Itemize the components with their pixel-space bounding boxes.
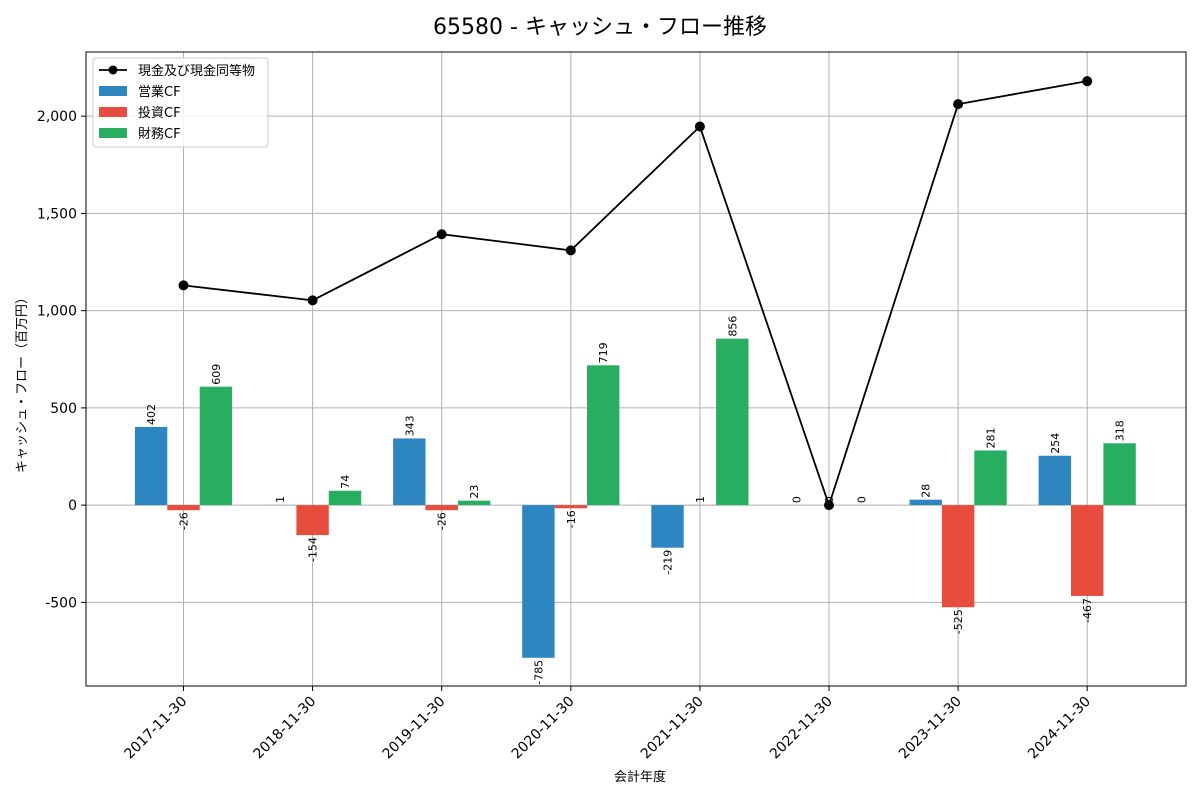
bar-value-label: -16 <box>565 510 578 528</box>
bars <box>134 338 1136 658</box>
cash-line-point <box>307 295 318 306</box>
bar-value-label: -26 <box>436 512 449 530</box>
y-axis-label: キャッシュ・フロー（百万円） <box>15 291 30 473</box>
x-tick-label: 2024-11-30 <box>1025 694 1094 763</box>
bar <box>425 505 458 511</box>
legend-marker-swatch <box>108 65 118 75</box>
x-tick-label: 2019-11-30 <box>380 694 449 763</box>
bar <box>393 438 426 506</box>
bar-value-label: -785 <box>532 660 545 685</box>
legend-swatch <box>99 107 127 117</box>
x-tick-label: 2018-11-30 <box>251 694 320 763</box>
bar <box>328 490 362 506</box>
bar <box>651 505 684 548</box>
bar-value-label: 343 <box>403 415 416 436</box>
y-tick-label: 1,000 <box>37 304 77 320</box>
bar-value-label: -26 <box>178 512 191 530</box>
y-tick-label: 500 <box>50 401 77 417</box>
bar-value-label: 254 <box>1049 433 1062 454</box>
bar-value-label: 719 <box>597 342 610 363</box>
bar <box>522 505 555 658</box>
bar-value-label: 0 <box>823 496 836 503</box>
cash-line-point <box>824 500 834 511</box>
bar <box>167 505 200 511</box>
bar-value-label: -467 <box>1081 598 1094 623</box>
bar <box>1038 455 1071 506</box>
bar-value-label: 402 <box>145 404 158 425</box>
cash-line-point <box>953 99 964 110</box>
bar <box>554 505 587 509</box>
x-tick-label: 2021-11-30 <box>638 694 707 763</box>
bar-value-label: 281 <box>985 427 998 448</box>
bar-value-label: 1 <box>274 496 287 503</box>
bar-value-label: 856 <box>726 316 739 337</box>
legend-label: 投資CF <box>138 105 181 121</box>
cash-line-point <box>436 229 447 240</box>
cash-line-point <box>1082 76 1093 87</box>
bar <box>199 386 233 506</box>
legend-label: 現金及び現金同等物 <box>138 63 255 79</box>
axes: -500 0 500 1,000 1,500 2,000 2017-11-30 2018-11… <box>37 109 1094 762</box>
y-tick-label: 2,000 <box>37 109 77 125</box>
bar-value-label: 318 <box>1114 420 1127 441</box>
x-tick-label: 2017-11-30 <box>121 694 190 763</box>
bar-value-label: -219 <box>662 550 675 575</box>
bar-value-label: 74 <box>339 475 352 489</box>
bar-value-label: -154 <box>307 537 320 562</box>
legend-label: 財務CF <box>138 127 181 142</box>
bar <box>941 505 975 608</box>
cash-line-path <box>183 80 1088 508</box>
legend-label: 営業CF <box>138 84 181 100</box>
bar-value-label: 0 <box>855 496 868 503</box>
bar-value-label: 28 <box>920 484 933 498</box>
y-tick-label: -500 <box>45 595 77 611</box>
cash-line-point <box>694 121 705 132</box>
cash-line <box>178 76 1093 511</box>
legend-swatch <box>99 128 127 138</box>
chart-title: 65580 - キャッシュ・フロー推移 <box>433 15 767 40</box>
legend-box <box>92 57 269 148</box>
bar <box>587 365 620 506</box>
bar-value-label: -525 <box>952 609 965 634</box>
bar-value-label: 0 <box>791 496 804 503</box>
data-labels: 402 1 343 -785 -219 0 28 254 -26 -154 -26 -16 1 0 -525… <box>145 316 1127 685</box>
x-axis-label: 会計年度 <box>614 769 666 785</box>
y-tick-label: 1,500 <box>37 206 77 222</box>
cash-line-point <box>565 245 576 256</box>
x-tick-label: 2022-11-30 <box>767 694 836 763</box>
bar <box>134 426 168 506</box>
plot-frame <box>85 51 1187 687</box>
x-tick-label: 2020-11-30 <box>509 694 578 763</box>
x-tick-label: 2023-11-30 <box>896 694 965 763</box>
bar <box>457 500 491 506</box>
bar <box>296 505 329 536</box>
bar-value-label: 609 <box>210 364 223 385</box>
bar-value-label: 1 <box>694 496 707 503</box>
bar-value-label: 23 <box>468 485 481 499</box>
cash-line-point <box>178 280 189 291</box>
bar <box>716 338 749 506</box>
y-tick-label: 0 <box>68 498 77 514</box>
bar <box>1071 505 1104 596</box>
bar <box>974 450 1007 506</box>
bar <box>909 499 942 506</box>
bar <box>1103 443 1136 506</box>
legend-swatch <box>99 86 127 96</box>
